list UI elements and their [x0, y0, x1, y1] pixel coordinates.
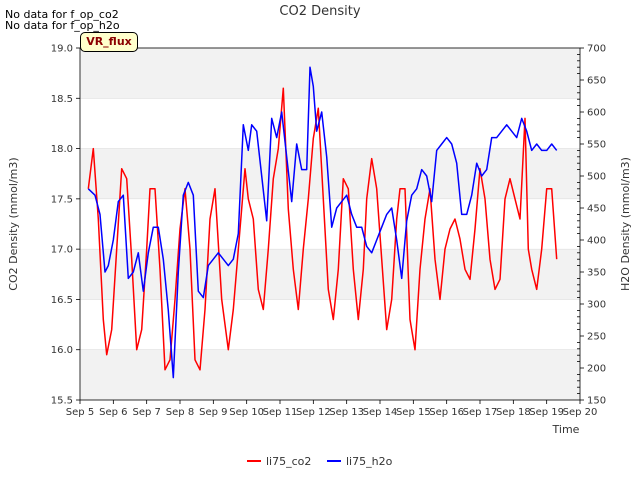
y2-tick-label: 550: [587, 140, 606, 151]
series-line-li75_h2o: [87, 66, 558, 379]
x-tick-label: Sep 12: [296, 407, 331, 418]
x-tick-label: Sep 19: [529, 407, 564, 418]
x-tick-label: Sep 5: [66, 407, 94, 418]
background-band: [80, 349, 580, 400]
y-tick-label: 19.0: [51, 44, 73, 55]
x-tick-label: Sep 16: [429, 407, 464, 418]
y-tick-label: 17.5: [51, 194, 73, 205]
legend-label-li75_co2: li75_co2: [266, 455, 311, 468]
y2-axis-label: H2O Density (mmol/m3): [619, 157, 632, 291]
legend: li75_co2 li75_h2o: [247, 455, 393, 468]
x-tick-label: Sep 13: [329, 407, 364, 418]
x-tick-label: Sep 11: [263, 407, 298, 418]
y2-tick-label: 150: [587, 396, 606, 407]
y-axis-label: CO2 Density (mmol/m3): [7, 157, 20, 290]
y2-tick-label: 500: [587, 172, 606, 183]
plot-frame: [79, 47, 581, 401]
y2-tick-label: 700: [587, 44, 606, 55]
x-tick-label: Sep 10: [229, 407, 264, 418]
y2-tick-label: 450: [587, 204, 606, 215]
legend-label-li75_h2o: li75_h2o: [346, 455, 393, 468]
x-tick-label: Sep 14: [363, 407, 398, 418]
y-tick-label: 16.5: [51, 295, 73, 306]
y2-tick-label: 250: [587, 332, 606, 343]
y-tick-label: 17.0: [51, 245, 73, 256]
background-band: [80, 249, 580, 300]
x-tick-label: Sep 7: [132, 407, 160, 418]
y2-tick-label: 300: [587, 300, 606, 311]
y-axis-left: 15.5 16.0 16.5 17.0 17.5 18.0 18.5 19.0: [51, 44, 80, 407]
background-band: [80, 148, 580, 199]
y-tick-label: 15.5: [51, 396, 73, 407]
x-tick-label: Sep 18: [496, 407, 531, 418]
background-bands: [80, 47, 580, 401]
vr-flux-badge: VR_flux: [80, 32, 138, 52]
no-data-note-co2: No data for f_op_co2: [5, 8, 119, 21]
y2-tick-label: 650: [587, 76, 606, 87]
x-tick-label: Sep 17: [463, 407, 498, 418]
y2-tick-label: 200: [587, 364, 606, 375]
x-tick-label: Sep 9: [199, 407, 227, 418]
y2-tick-label: 350: [587, 268, 606, 279]
x-tick-label: Sep 6: [99, 407, 127, 418]
background-band: [80, 48, 580, 99]
y2-tick-label: 400: [587, 236, 606, 247]
x-tick-label: Sep 8: [166, 407, 194, 418]
no-data-note-h2o: No data for f_op_h2o: [5, 19, 120, 32]
y-axis-right: 150 200 250 300 350 400 450 500 550 600 650 700: [577, 44, 606, 407]
y2-tick-label: 600: [587, 108, 606, 119]
chart-title: CO2 Density: [279, 4, 360, 19]
x-axis-label: Time: [552, 423, 580, 436]
y-tick-label: 18.0: [51, 144, 73, 155]
series-layer: [87, 66, 558, 379]
y-tick-label: 16.0: [51, 345, 73, 356]
y-tick-label: 18.5: [51, 94, 73, 105]
x-tick-label: Sep 15: [396, 407, 431, 418]
x-tick-label: Sep 20: [563, 407, 598, 418]
